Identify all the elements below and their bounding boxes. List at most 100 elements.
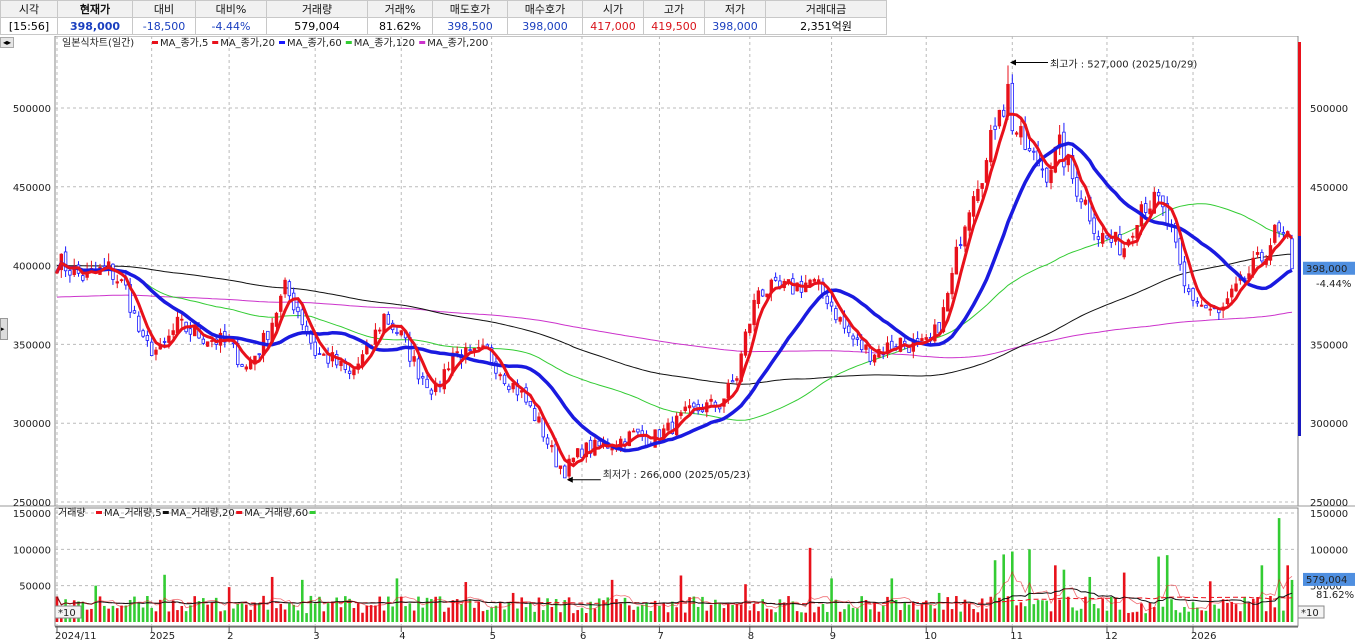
candle-body <box>924 337 928 340</box>
volume-bar <box>1109 596 1113 622</box>
candle <box>1010 74 1014 135</box>
candle <box>205 341 210 348</box>
volume-legend-item: MA_거래량,5 <box>104 507 162 519</box>
volume-bar <box>1006 596 1010 622</box>
candle <box>963 225 967 253</box>
legend-swatch <box>96 511 102 514</box>
candle-body <box>446 368 451 371</box>
volume-bar <box>615 599 618 622</box>
price-tick-label-right: 450000 <box>1310 183 1348 194</box>
volume-bar <box>451 600 455 622</box>
candle <box>1057 124 1062 156</box>
volume-bar <box>1273 607 1277 622</box>
candle-body <box>507 385 511 391</box>
ma60-line-thin <box>56 203 1293 421</box>
price-tick-label-right: 500000 <box>1310 104 1348 115</box>
candle <box>743 329 748 358</box>
candle-body <box>283 279 287 295</box>
volume-bar <box>193 596 196 622</box>
volume-tag-value: 579,004 <box>1306 575 1347 586</box>
scale-marker-box <box>1297 605 1325 619</box>
volume-bar <box>886 596 889 622</box>
volume-bar <box>283 609 287 622</box>
candle-body <box>1131 235 1135 238</box>
candle <box>920 333 924 342</box>
candle-body <box>287 281 292 297</box>
candle <box>421 372 425 386</box>
volume-bar <box>275 608 278 622</box>
volume-bar <box>864 599 868 622</box>
candle <box>1062 122 1066 176</box>
volume-bar <box>589 601 592 622</box>
volume-bar <box>348 598 351 622</box>
candle <box>244 364 249 372</box>
volume-bar <box>288 603 291 622</box>
candle-body <box>1225 298 1230 304</box>
candle <box>829 294 834 312</box>
candle-body <box>1100 232 1105 244</box>
volume-bar <box>1049 611 1053 622</box>
volume-bar <box>507 602 511 622</box>
candle <box>149 335 154 356</box>
candle-body <box>1019 126 1023 138</box>
volume-bar <box>628 605 631 622</box>
header-label-0: 시각 <box>0 0 58 18</box>
header-label-1: 현재가 <box>57 0 133 18</box>
volume-bar <box>619 603 623 622</box>
x-tick-label: 2 <box>227 631 233 642</box>
volume-bar <box>937 592 941 622</box>
candle-body <box>855 337 860 340</box>
volume-bar <box>425 597 429 622</box>
x-tick-label: 12 <box>1105 631 1118 642</box>
volume-bar <box>860 596 863 622</box>
volume-bar <box>1036 600 1040 622</box>
candle <box>1217 309 1221 321</box>
candle <box>1014 130 1019 137</box>
candle <box>356 357 360 374</box>
candle <box>1092 211 1096 241</box>
candle-body <box>761 289 765 297</box>
panel-toggle-handle[interactable]: ▸ <box>0 318 8 340</box>
volume-bar <box>1019 602 1023 622</box>
candle <box>683 401 687 414</box>
volume-bar <box>1200 610 1203 622</box>
volume-bar <box>300 579 304 622</box>
volume-bar <box>705 610 709 622</box>
candle <box>1131 232 1135 247</box>
volume-bar <box>352 608 356 622</box>
candle-body <box>373 329 378 345</box>
candle-body <box>141 330 145 337</box>
candle-body <box>1092 217 1096 234</box>
x-tick-label: 5 <box>490 631 496 642</box>
price-tick-label-left: 350000 <box>13 340 51 351</box>
candle-body <box>300 309 304 326</box>
candle-body <box>1083 199 1088 205</box>
volume-bar <box>924 600 928 622</box>
volume-bar <box>1191 602 1195 622</box>
volume-bar <box>726 603 730 622</box>
candle <box>201 335 206 346</box>
candle <box>145 330 150 347</box>
volume-bar <box>94 585 98 622</box>
candle-body <box>352 369 356 376</box>
candle-body <box>240 364 244 367</box>
volume-bar <box>111 605 115 622</box>
range-bar-down <box>1298 236 1301 436</box>
x-tick-label: 6 <box>580 631 586 642</box>
volume-bar <box>468 599 472 622</box>
candle-body <box>1199 304 1204 307</box>
candle-body <box>180 318 184 321</box>
candle-body <box>1178 238 1182 265</box>
candle-body <box>313 341 317 356</box>
volume-bar <box>524 607 528 622</box>
volume-bar <box>602 600 605 622</box>
candle-body <box>145 335 150 341</box>
volume-bar <box>167 611 171 622</box>
chart-menu-button[interactable]: ◂▸ <box>0 37 14 48</box>
candle-body <box>244 366 249 370</box>
volume-bar <box>1178 612 1182 622</box>
header-value-5: 81.62% <box>367 17 433 35</box>
candle-body <box>838 317 842 322</box>
volume-bar <box>214 597 218 622</box>
